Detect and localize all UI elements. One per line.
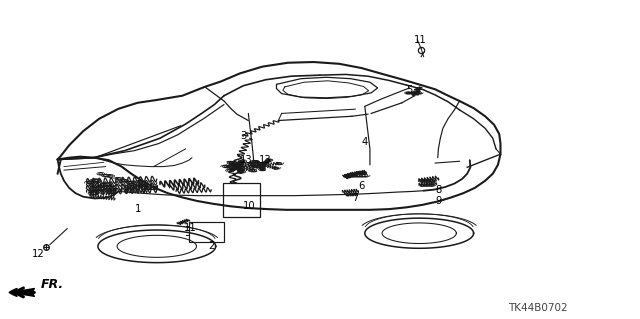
Text: 11: 11 [184, 223, 197, 233]
Text: 8: 8 [435, 185, 442, 195]
Bar [223, 183, 260, 217]
Bar [189, 222, 224, 242]
Text: 13: 13 [240, 155, 253, 165]
Text: FR.: FR. [40, 278, 63, 291]
Text: 9: 9 [435, 196, 442, 206]
Text: 5: 5 [406, 85, 413, 95]
Text: 12: 12 [32, 249, 45, 259]
Text: 13: 13 [259, 155, 272, 165]
Text: 11: 11 [414, 35, 427, 45]
Text: 10: 10 [243, 201, 256, 211]
Text: 4: 4 [362, 137, 368, 147]
Text: 3: 3 [240, 131, 246, 141]
Text: 7: 7 [352, 194, 358, 204]
Text: 6: 6 [358, 181, 365, 191]
Text: TK44B0702: TK44B0702 [508, 303, 568, 313]
Text: 2: 2 [208, 241, 214, 251]
Text: 1: 1 [134, 204, 141, 214]
